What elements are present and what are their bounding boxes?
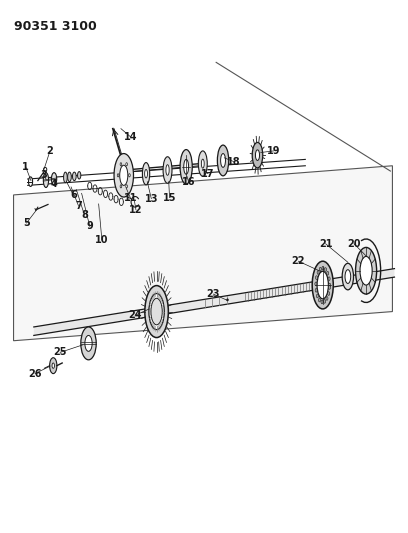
- Ellipse shape: [126, 185, 127, 188]
- Ellipse shape: [252, 142, 263, 168]
- Ellipse shape: [317, 271, 328, 299]
- Text: 18: 18: [227, 157, 240, 166]
- Ellipse shape: [326, 296, 328, 300]
- Ellipse shape: [145, 286, 169, 337]
- Text: 13: 13: [144, 193, 158, 204]
- Ellipse shape: [151, 298, 162, 325]
- Text: 90351 3100: 90351 3100: [13, 20, 96, 33]
- Text: 24: 24: [129, 310, 142, 320]
- Text: 14: 14: [124, 132, 137, 142]
- Text: 20: 20: [347, 239, 361, 249]
- Text: 9: 9: [86, 221, 93, 231]
- Ellipse shape: [43, 173, 49, 188]
- Ellipse shape: [319, 298, 321, 302]
- Ellipse shape: [319, 267, 322, 271]
- Text: 17: 17: [201, 169, 215, 179]
- Ellipse shape: [328, 292, 330, 295]
- Ellipse shape: [180, 150, 192, 184]
- Text: 8: 8: [81, 210, 88, 220]
- Ellipse shape: [51, 173, 57, 185]
- Ellipse shape: [73, 172, 76, 181]
- Text: 12: 12: [129, 205, 143, 215]
- Ellipse shape: [120, 163, 122, 166]
- Ellipse shape: [327, 271, 329, 275]
- Ellipse shape: [315, 276, 317, 279]
- Ellipse shape: [144, 169, 147, 178]
- Text: 5: 5: [23, 218, 30, 228]
- Ellipse shape: [317, 271, 319, 274]
- Text: 26: 26: [28, 369, 42, 378]
- Ellipse shape: [345, 270, 351, 284]
- Ellipse shape: [360, 256, 372, 285]
- Ellipse shape: [321, 300, 323, 304]
- Ellipse shape: [149, 294, 164, 329]
- Ellipse shape: [255, 150, 259, 160]
- Ellipse shape: [117, 174, 119, 177]
- Ellipse shape: [142, 163, 150, 185]
- Ellipse shape: [120, 185, 122, 188]
- Ellipse shape: [217, 145, 229, 176]
- Ellipse shape: [202, 159, 204, 168]
- Polygon shape: [13, 166, 392, 341]
- Text: 21: 21: [319, 239, 333, 249]
- Ellipse shape: [227, 299, 228, 301]
- Ellipse shape: [126, 163, 127, 166]
- Text: 2: 2: [47, 146, 53, 156]
- Ellipse shape: [29, 177, 33, 187]
- Ellipse shape: [342, 263, 353, 290]
- Ellipse shape: [50, 358, 57, 374]
- Ellipse shape: [315, 288, 317, 292]
- Text: 11: 11: [124, 192, 137, 203]
- Text: 1: 1: [22, 162, 29, 172]
- Ellipse shape: [44, 167, 47, 172]
- Ellipse shape: [328, 283, 330, 287]
- Ellipse shape: [328, 286, 330, 289]
- Ellipse shape: [221, 154, 226, 167]
- Ellipse shape: [166, 165, 169, 175]
- Ellipse shape: [68, 172, 71, 182]
- Ellipse shape: [120, 165, 128, 185]
- Text: 19: 19: [267, 146, 280, 156]
- Text: 16: 16: [182, 176, 195, 187]
- Ellipse shape: [328, 277, 330, 280]
- Ellipse shape: [114, 154, 133, 197]
- Ellipse shape: [355, 247, 377, 294]
- Ellipse shape: [81, 327, 96, 360]
- Text: 3: 3: [40, 171, 47, 180]
- Text: 7: 7: [75, 200, 82, 211]
- Ellipse shape: [184, 159, 188, 174]
- Polygon shape: [34, 269, 395, 335]
- Ellipse shape: [312, 261, 333, 309]
- Ellipse shape: [85, 335, 92, 351]
- Text: 4: 4: [51, 179, 58, 189]
- Ellipse shape: [78, 172, 81, 179]
- Ellipse shape: [317, 294, 319, 298]
- Ellipse shape: [322, 266, 324, 270]
- Text: 15: 15: [163, 192, 176, 203]
- Ellipse shape: [163, 157, 172, 183]
- Ellipse shape: [324, 268, 326, 271]
- Ellipse shape: [198, 151, 207, 176]
- Ellipse shape: [324, 300, 326, 303]
- Ellipse shape: [315, 282, 317, 286]
- Ellipse shape: [129, 174, 130, 177]
- Text: 10: 10: [95, 235, 109, 245]
- Text: 22: 22: [292, 256, 305, 266]
- Ellipse shape: [52, 363, 55, 368]
- Text: 25: 25: [53, 348, 67, 358]
- Text: 6: 6: [70, 190, 77, 200]
- Text: 23: 23: [206, 289, 220, 299]
- Ellipse shape: [64, 172, 67, 183]
